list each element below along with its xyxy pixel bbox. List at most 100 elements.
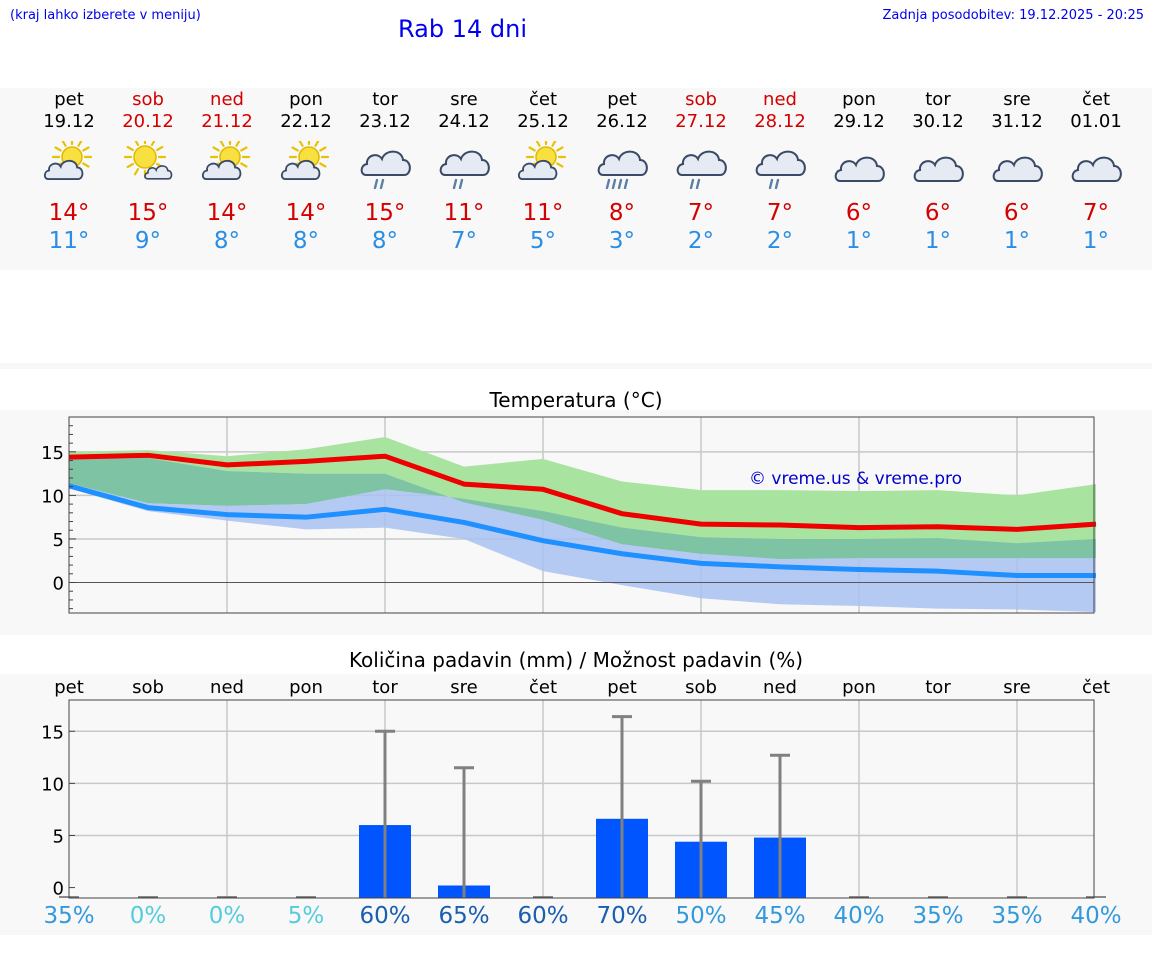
day-date: 28.12 — [754, 111, 806, 132]
x-day-label: tor — [925, 677, 951, 698]
min-temperature: 1° — [1003, 228, 1031, 254]
day-column: sre 31.12 6° 1° — [977, 88, 1057, 255]
min-temperature: 1° — [924, 228, 952, 254]
y-tick-label: 15 — [41, 722, 64, 743]
location-menu-hint[interactable]: (kraj lahko izberete v meniju) — [10, 8, 201, 23]
day-column: čet 25.12 11° 5° — [503, 88, 583, 255]
day-column: ned 21.12 14° 8° — [187, 88, 267, 255]
max-temperature: 6° — [845, 200, 873, 226]
day-name: čet — [528, 89, 558, 110]
max-temperature: 6° — [924, 200, 952, 226]
x-day-label: ned — [763, 677, 797, 698]
day-name: pet — [607, 89, 637, 110]
max-temperature: 7° — [1082, 200, 1110, 226]
max-temperature: 15° — [364, 200, 406, 226]
cloud-rain-icon — [674, 141, 728, 190]
day-column: sob 27.12 7° 2° — [661, 88, 741, 255]
day-name: ned — [763, 89, 797, 110]
temperature-chart-title: Temperatura (°C) — [489, 388, 663, 412]
min-temperature: 5° — [529, 228, 557, 254]
day-column: sre 24.12 11° 7° — [424, 88, 504, 255]
min-temperature: 8° — [292, 228, 320, 254]
min-temperature-line — [68, 483, 1096, 579]
day-date: 24.12 — [438, 111, 490, 132]
precipitation-chart: pet sob ned pon tor sre čet pet sob ned pon tor sre č… — [0, 674, 1152, 935]
x-day-label: ned — [210, 677, 244, 698]
day-column: pon 22.12 14° 8° — [266, 88, 346, 255]
day-column: tor 23.12 15° 8° — [345, 88, 425, 255]
precipitation-probability: 50% — [675, 903, 727, 929]
min-temperature: 1° — [1082, 228, 1110, 254]
day-date: 01.01 — [1070, 111, 1122, 132]
precipitation-probability: 35% — [43, 903, 95, 929]
precipitation-plot-frame — [68, 699, 1095, 899]
day-date: 21.12 — [201, 111, 253, 132]
x-day-label: čet — [529, 677, 557, 698]
cloud-rain-icon — [753, 141, 807, 190]
x-day-label: pet — [54, 677, 84, 698]
day-name: sob — [132, 89, 164, 110]
y-tick-label: 5 — [53, 530, 64, 551]
copyright-watermark: © vreme.us & vreme.pro — [749, 469, 962, 489]
day-name: sob — [685, 89, 717, 110]
precipitation-probability: 60% — [359, 903, 411, 929]
day-name: tor — [925, 89, 951, 110]
min-temperature: 1° — [845, 228, 873, 254]
cloud-icon — [990, 141, 1044, 189]
max-temperature: 7° — [687, 200, 715, 226]
min-temperature: 8° — [371, 228, 399, 254]
day-name: ned — [210, 89, 244, 110]
max-temperature: 11° — [522, 200, 564, 226]
precipitation-probability: 70% — [596, 903, 648, 929]
min-temperature: 7° — [450, 228, 478, 254]
partly-sunny-icon — [42, 136, 96, 189]
daily-forecast-strip: pet 19.12 14° 11° sob 20.12 15° 9° ned 21.12 14° 8°… — [0, 88, 1152, 270]
max-temperature: 14° — [285, 200, 327, 226]
precipitation-probability: 65% — [438, 903, 490, 929]
max-temperature-line — [68, 452, 1097, 532]
page-title: Rab 14 dni — [398, 15, 527, 43]
y-tick-label: 5 — [53, 826, 64, 847]
cloud-icon — [832, 141, 886, 189]
y-tick-label: 15 — [41, 443, 64, 464]
min-temperature: 11° — [48, 228, 90, 254]
x-day-label: sre — [450, 677, 477, 698]
partly-sunny-icon — [200, 136, 254, 189]
day-column: pet 26.12 8° 3° — [582, 88, 662, 255]
cloud-rain-icon — [358, 141, 412, 190]
day-column: sob 20.12 15° 9° — [108, 88, 188, 255]
day-name: čet — [1081, 89, 1111, 110]
x-day-label: sre — [1003, 677, 1030, 698]
partly-sunny-icon — [516, 136, 570, 189]
x-day-label: sob — [132, 677, 164, 698]
x-day-label: čet — [1082, 677, 1110, 698]
day-name: sre — [1003, 89, 1031, 110]
day-date: 26.12 — [596, 111, 648, 132]
x-day-label: tor — [372, 677, 398, 698]
precipitation-probability: 35% — [991, 903, 1043, 929]
y-tick-label: 0 — [53, 574, 64, 595]
max-temperature: 14° — [48, 200, 90, 226]
precipitation-probability: 40% — [833, 903, 885, 929]
max-temperature: 6° — [1003, 200, 1031, 226]
cloud-rain-icon — [437, 141, 491, 190]
precipitation-probability: 0% — [129, 903, 167, 929]
partly-sunny-icon — [279, 136, 333, 189]
band-overlap — [69, 457, 1096, 559]
sun-small-cloud-icon — [121, 135, 175, 189]
temperature-chart: 0 5 10 15 © vreme.us & vreme.pro — [0, 410, 1152, 635]
cloud-heavy-rain-icon — [595, 141, 649, 190]
precipitation-probability: 60% — [517, 903, 569, 929]
max-temperature: 7° — [766, 200, 794, 226]
day-date: 30.12 — [912, 111, 964, 132]
min-temperature: 2° — [687, 228, 715, 254]
precipitation-chart-title: Količina padavin (mm) / Možnost padavin … — [348, 648, 804, 672]
y-tick-label: 10 — [41, 774, 64, 795]
precipitation-probability: 0% — [208, 903, 246, 929]
x-day-label: pet — [607, 677, 637, 698]
day-column: pon 29.12 6° 1° — [819, 88, 899, 255]
day-name: pon — [842, 89, 876, 110]
precipitation-probability: 5% — [287, 903, 325, 929]
day-date: 20.12 — [122, 111, 174, 132]
day-date: 25.12 — [517, 111, 569, 132]
